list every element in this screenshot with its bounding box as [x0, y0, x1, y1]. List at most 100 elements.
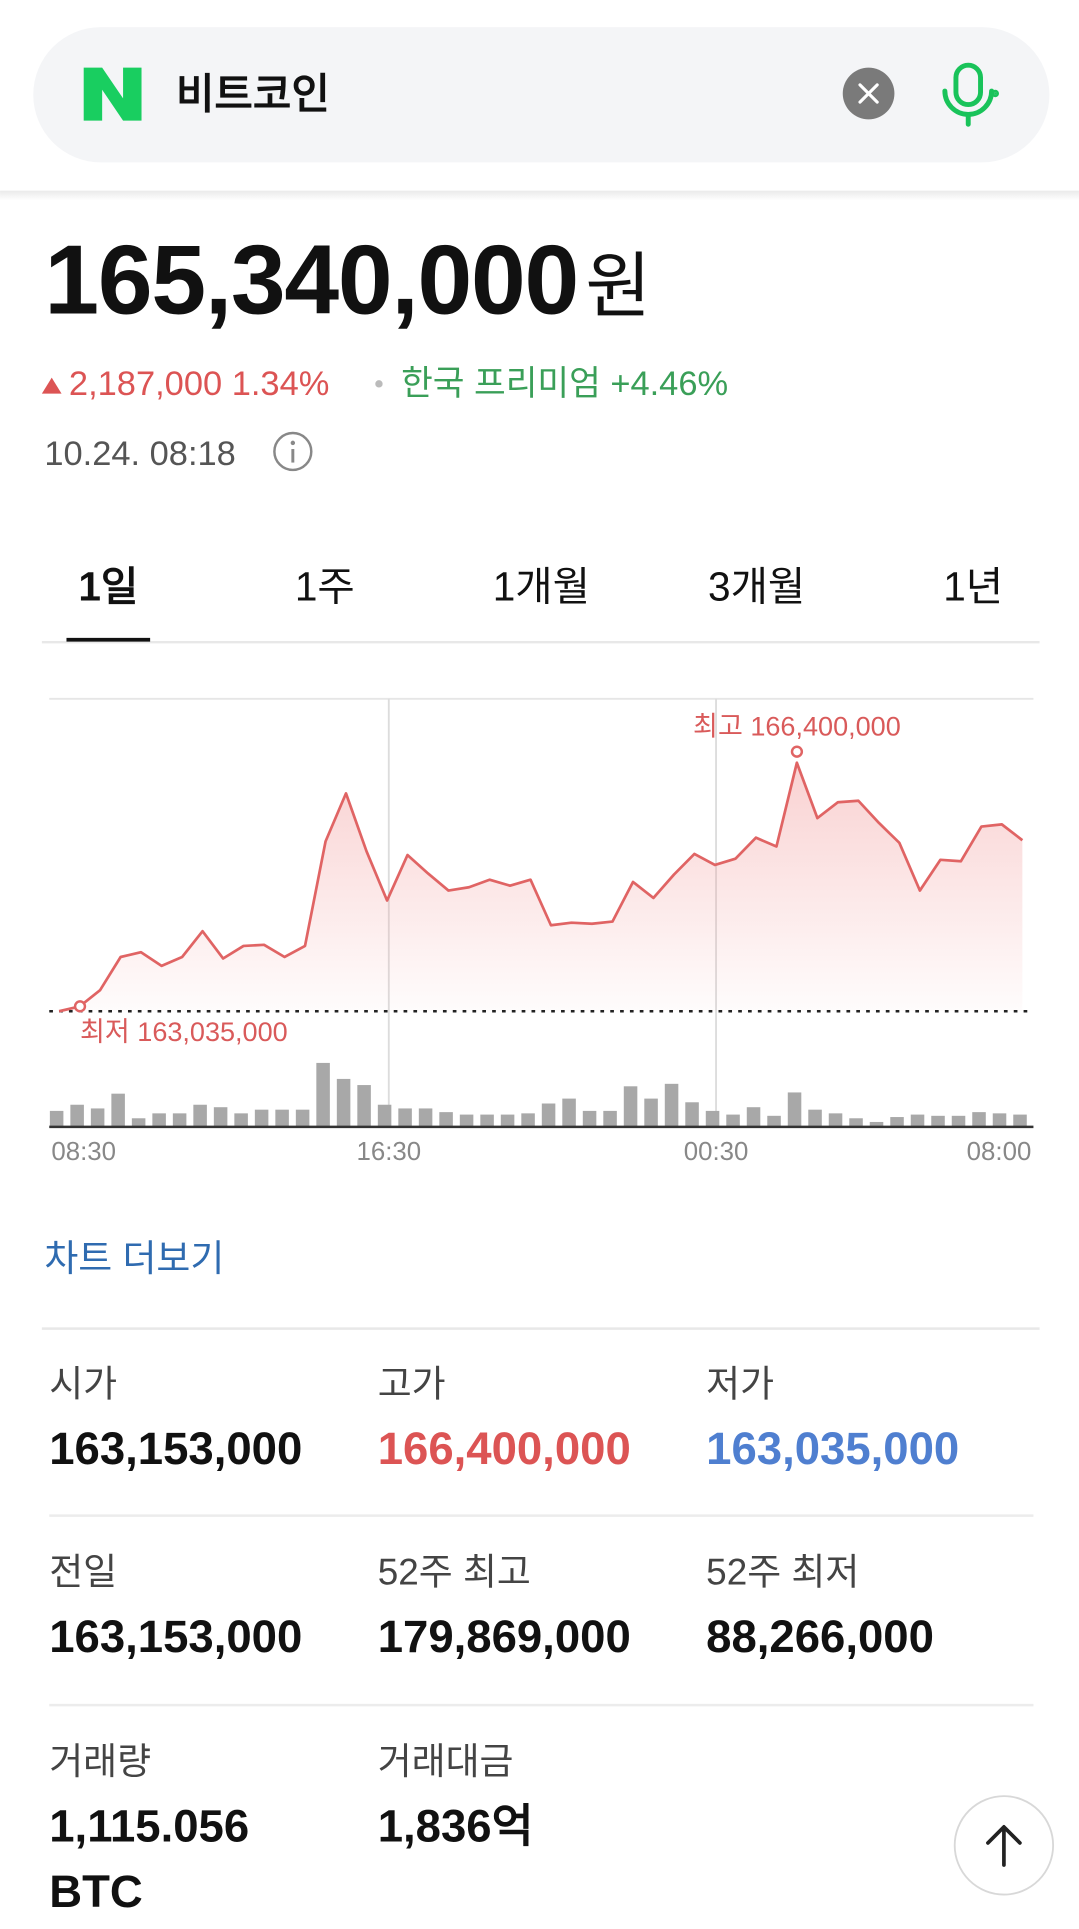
volume-bar — [603, 1110, 617, 1127]
stat-label: 시가 — [49, 1363, 117, 1404]
timestamp: 10.24. 08:18 — [44, 435, 236, 473]
stat-label: 고가 — [378, 1363, 446, 1404]
volume-bar — [500, 1114, 515, 1127]
price-area — [59, 762, 1023, 1012]
stat-value: 163,153,000 — [49, 1423, 302, 1474]
volume-bar — [439, 1112, 453, 1127]
stat-value: 1,115.056 — [49, 1801, 249, 1852]
stat-label: 전일 — [49, 1552, 117, 1593]
stat-value: 166,400,000 — [378, 1423, 631, 1474]
volume-bar — [90, 1108, 105, 1127]
stat-label: 저가 — [706, 1363, 774, 1404]
info-icon[interactable] — [273, 431, 313, 472]
premium-label: 한국 프리미엄 — [401, 365, 601, 403]
volume-bar — [213, 1107, 228, 1127]
volume-bar — [910, 1114, 925, 1127]
x-tick-label: 08:00 — [967, 1138, 1032, 1166]
volume-bar — [316, 1062, 330, 1127]
price-line — [58, 761, 1024, 1013]
mic-button[interactable] — [942, 62, 999, 127]
period-tab[interactable]: 1주 — [295, 563, 355, 609]
low-marker — [73, 1000, 87, 1013]
stat-label: 52주 최저 — [706, 1552, 859, 1593]
search-box[interactable] — [33, 27, 1050, 163]
volume-bar — [890, 1117, 904, 1127]
volume-bar — [418, 1108, 433, 1127]
volume-bar — [234, 1113, 248, 1127]
header-shadow — [0, 190, 1079, 201]
volume-bar — [623, 1086, 638, 1127]
stat-value: 163,153,000 — [49, 1611, 302, 1662]
volume-bar — [808, 1109, 822, 1127]
volume-bar — [172, 1113, 187, 1127]
x-tick-label: 08:30 — [51, 1138, 116, 1166]
volume-bar — [480, 1114, 494, 1127]
volume-bar — [254, 1109, 269, 1127]
volume-bar — [70, 1104, 84, 1127]
stat-label: 거래대금 — [378, 1741, 514, 1782]
x-tick-label: 16:30 — [356, 1138, 421, 1166]
stat-value: 1,836억 — [378, 1801, 534, 1852]
volume-bar — [849, 1118, 863, 1127]
volume-bar — [972, 1112, 986, 1127]
high-label: 최고 166,400,000 — [693, 712, 901, 742]
volume-bar — [869, 1121, 884, 1127]
stat-label: 52주 최고 — [378, 1552, 531, 1593]
volume-bar — [767, 1115, 781, 1127]
volume-bar — [562, 1098, 576, 1127]
period-tab[interactable]: 1년 — [943, 563, 1003, 609]
premium: 한국 프리미엄 +4.46% — [401, 365, 728, 403]
volume-bar — [49, 1110, 64, 1127]
low-label: 최저 163,035,000 — [80, 1017, 288, 1047]
period-tab[interactable]: 3개월 — [708, 563, 805, 609]
price-unit: 원 — [585, 247, 651, 327]
clear-icon — [858, 83, 879, 104]
x-tick-label: 00:30 — [684, 1138, 749, 1166]
volume-bar — [295, 1109, 310, 1127]
volume-bar — [644, 1098, 658, 1127]
volume-bar — [398, 1108, 412, 1127]
volume-bar — [685, 1102, 699, 1127]
separator-dot — [375, 380, 383, 388]
volume-bar — [705, 1110, 720, 1127]
stat-unit: BTC — [49, 1866, 143, 1917]
price: 165,340,000 — [44, 225, 578, 335]
stat-value: 163,035,000 — [706, 1423, 959, 1474]
stat-value: 179,869,000 — [378, 1611, 631, 1662]
volume-bar — [111, 1093, 125, 1127]
volume-bar — [336, 1078, 351, 1127]
volume-bar — [193, 1104, 207, 1127]
volume-bar — [521, 1113, 535, 1127]
volume-bar — [459, 1114, 474, 1127]
stat-value: 88,266,000 — [706, 1611, 934, 1662]
volume-bar — [357, 1085, 371, 1127]
price-change: 2,187,000 1.34% — [69, 365, 329, 403]
volume-bar — [746, 1107, 761, 1127]
volume-bar — [726, 1114, 740, 1127]
volume-bar — [951, 1115, 966, 1127]
stat-label: 거래량 — [49, 1741, 151, 1782]
period-tab[interactable]: 1일 — [78, 563, 138, 609]
volume-bar — [931, 1115, 945, 1127]
volume-bar — [1013, 1114, 1027, 1127]
high-marker — [790, 745, 804, 758]
volume-bar — [664, 1083, 679, 1127]
volume-bar — [828, 1113, 843, 1127]
volume-bar — [992, 1113, 1007, 1127]
volume-bar — [131, 1118, 146, 1127]
volume-bar — [582, 1110, 597, 1127]
volume-bar — [275, 1109, 289, 1127]
volume-bar — [377, 1104, 392, 1127]
naver-logo[interactable] — [83, 67, 142, 121]
premium-value: +4.46% — [610, 365, 728, 403]
volume-bar — [152, 1113, 166, 1127]
up-triangle — [41, 377, 62, 394]
arrow-up-icon — [986, 1825, 1022, 1867]
search-query[interactable]: 비트코인 — [176, 70, 330, 117]
chart-more-link[interactable]: 차트 더보기 — [44, 1238, 224, 1279]
volume-bar — [541, 1103, 556, 1127]
period-tab[interactable]: 1개월 — [493, 563, 590, 609]
volume-bar — [787, 1092, 802, 1127]
